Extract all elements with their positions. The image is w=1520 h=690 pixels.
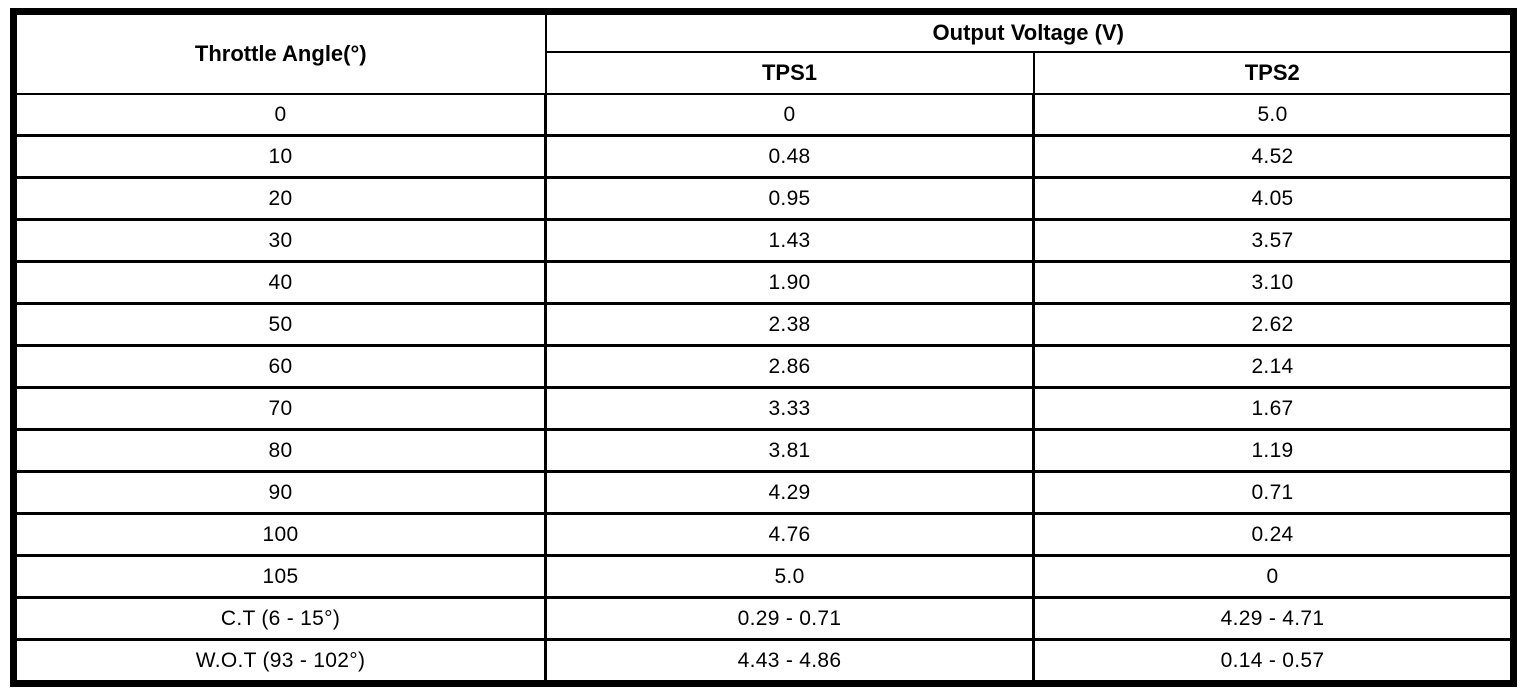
header-row-sub: TPS1 TPS2 [14, 51, 1515, 95]
tps1-cell: 2.86 [544, 344, 1035, 389]
table-row: 70 3.33 1.67 [12, 386, 1515, 431]
table-row: 80 3.81 1.19 [12, 428, 1515, 473]
table-row: 40 1.90 3.10 [12, 260, 1515, 305]
tps1-header: TPS1 [544, 51, 1035, 95]
table-header: Throttle Angle(°) Output Voltage (V) TPS… [12, 10, 1515, 95]
throttle-angle-cell: W.O.T (93 - 102°) [12, 638, 547, 685]
tps1-cell: 5.0 [544, 554, 1035, 599]
throttle-angle-cell: 40 [12, 260, 547, 305]
tps2-cell: 1.19 [1032, 428, 1515, 473]
tps1-cell: 0.29 - 0.71 [544, 596, 1035, 641]
tps2-cell: 4.05 [1032, 176, 1515, 221]
tps1-cell: 1.90 [544, 260, 1035, 305]
throttle-angle-cell: 100 [12, 512, 547, 557]
tps1-cell: 4.76 [544, 512, 1035, 557]
throttle-angle-cell: 30 [12, 218, 547, 263]
table-row: 90 4.29 0.71 [12, 470, 1515, 515]
throttle-angle-cell: 20 [12, 176, 547, 221]
tps2-cell: 3.57 [1032, 218, 1515, 263]
tps1-cell: 1.43 [544, 218, 1035, 263]
tps1-cell: 2.38 [544, 302, 1035, 347]
table-row: 0 0 5.0 [12, 93, 1515, 137]
tps2-cell: 0.71 [1032, 470, 1515, 515]
table-row: 10 0.48 4.52 [12, 134, 1515, 179]
tps1-cell: 4.29 [544, 470, 1035, 515]
tps1-cell: 0 [544, 93, 1035, 137]
tps1-cell: 3.33 [544, 386, 1035, 431]
throttle-angle-cell: C.T (6 - 15°) [12, 596, 547, 641]
throttle-angle-header: Throttle Angle(°) [12, 10, 547, 95]
throttle-angle-cell: 10 [12, 134, 547, 179]
table-row: 20 0.95 4.05 [12, 176, 1515, 221]
tps2-cell: 4.29 - 4.71 [1032, 596, 1515, 641]
table-row: C.T (6 - 15°) 0.29 - 0.71 4.29 - 4.71 [12, 596, 1515, 641]
tps2-cell: 1.67 [1032, 386, 1515, 431]
throttle-angle-cell: 105 [12, 554, 547, 599]
tps1-cell: 3.81 [544, 428, 1035, 473]
table-row: 50 2.38 2.62 [12, 302, 1515, 347]
tps1-cell: 4.43 - 4.86 [544, 638, 1035, 685]
tps2-cell: 2.14 [1032, 344, 1515, 389]
tps1-cell: 0.95 [544, 176, 1035, 221]
tps-voltage-table: Throttle Angle(°) Output Voltage (V) TPS… [10, 8, 1517, 687]
throttle-angle-cell: 90 [12, 470, 547, 515]
tps2-cell: 4.52 [1032, 134, 1515, 179]
table-body: 0 0 5.0 10 0.48 4.52 20 0.95 4.05 30 1.43 3.57 40 1.9… [12, 93, 1515, 685]
tps1-cell: 0.48 [544, 134, 1035, 179]
output-voltage-header: Output Voltage (V) [544, 10, 1515, 53]
throttle-angle-cell: 60 [12, 344, 547, 389]
header-row-group: Throttle Angle(°) Output Voltage (V) [12, 10, 1515, 95]
throttle-angle-cell: 0 [12, 93, 547, 137]
tps2-cell: 5.0 [1032, 93, 1515, 137]
tps2-cell: 0 [1032, 554, 1515, 599]
tps2-cell: 3.10 [1032, 260, 1515, 305]
tps2-cell: 0.24 [1032, 512, 1515, 557]
table-row: 100 4.76 0.24 [12, 512, 1515, 557]
tps2-cell: 2.62 [1032, 302, 1515, 347]
table-row: 60 2.86 2.14 [12, 344, 1515, 389]
table-row: 105 5.0 0 [12, 554, 1515, 599]
throttle-angle-cell: 70 [12, 386, 547, 431]
tps2-cell: 0.14 - 0.57 [1032, 638, 1515, 685]
throttle-angle-cell: 50 [12, 302, 547, 347]
tps2-header: TPS2 [1032, 51, 1515, 95]
table-row: W.O.T (93 - 102°) 4.43 - 4.86 0.14 - 0.57 [12, 638, 1515, 685]
throttle-angle-cell: 80 [12, 428, 547, 473]
table-row: 30 1.43 3.57 [12, 218, 1515, 263]
